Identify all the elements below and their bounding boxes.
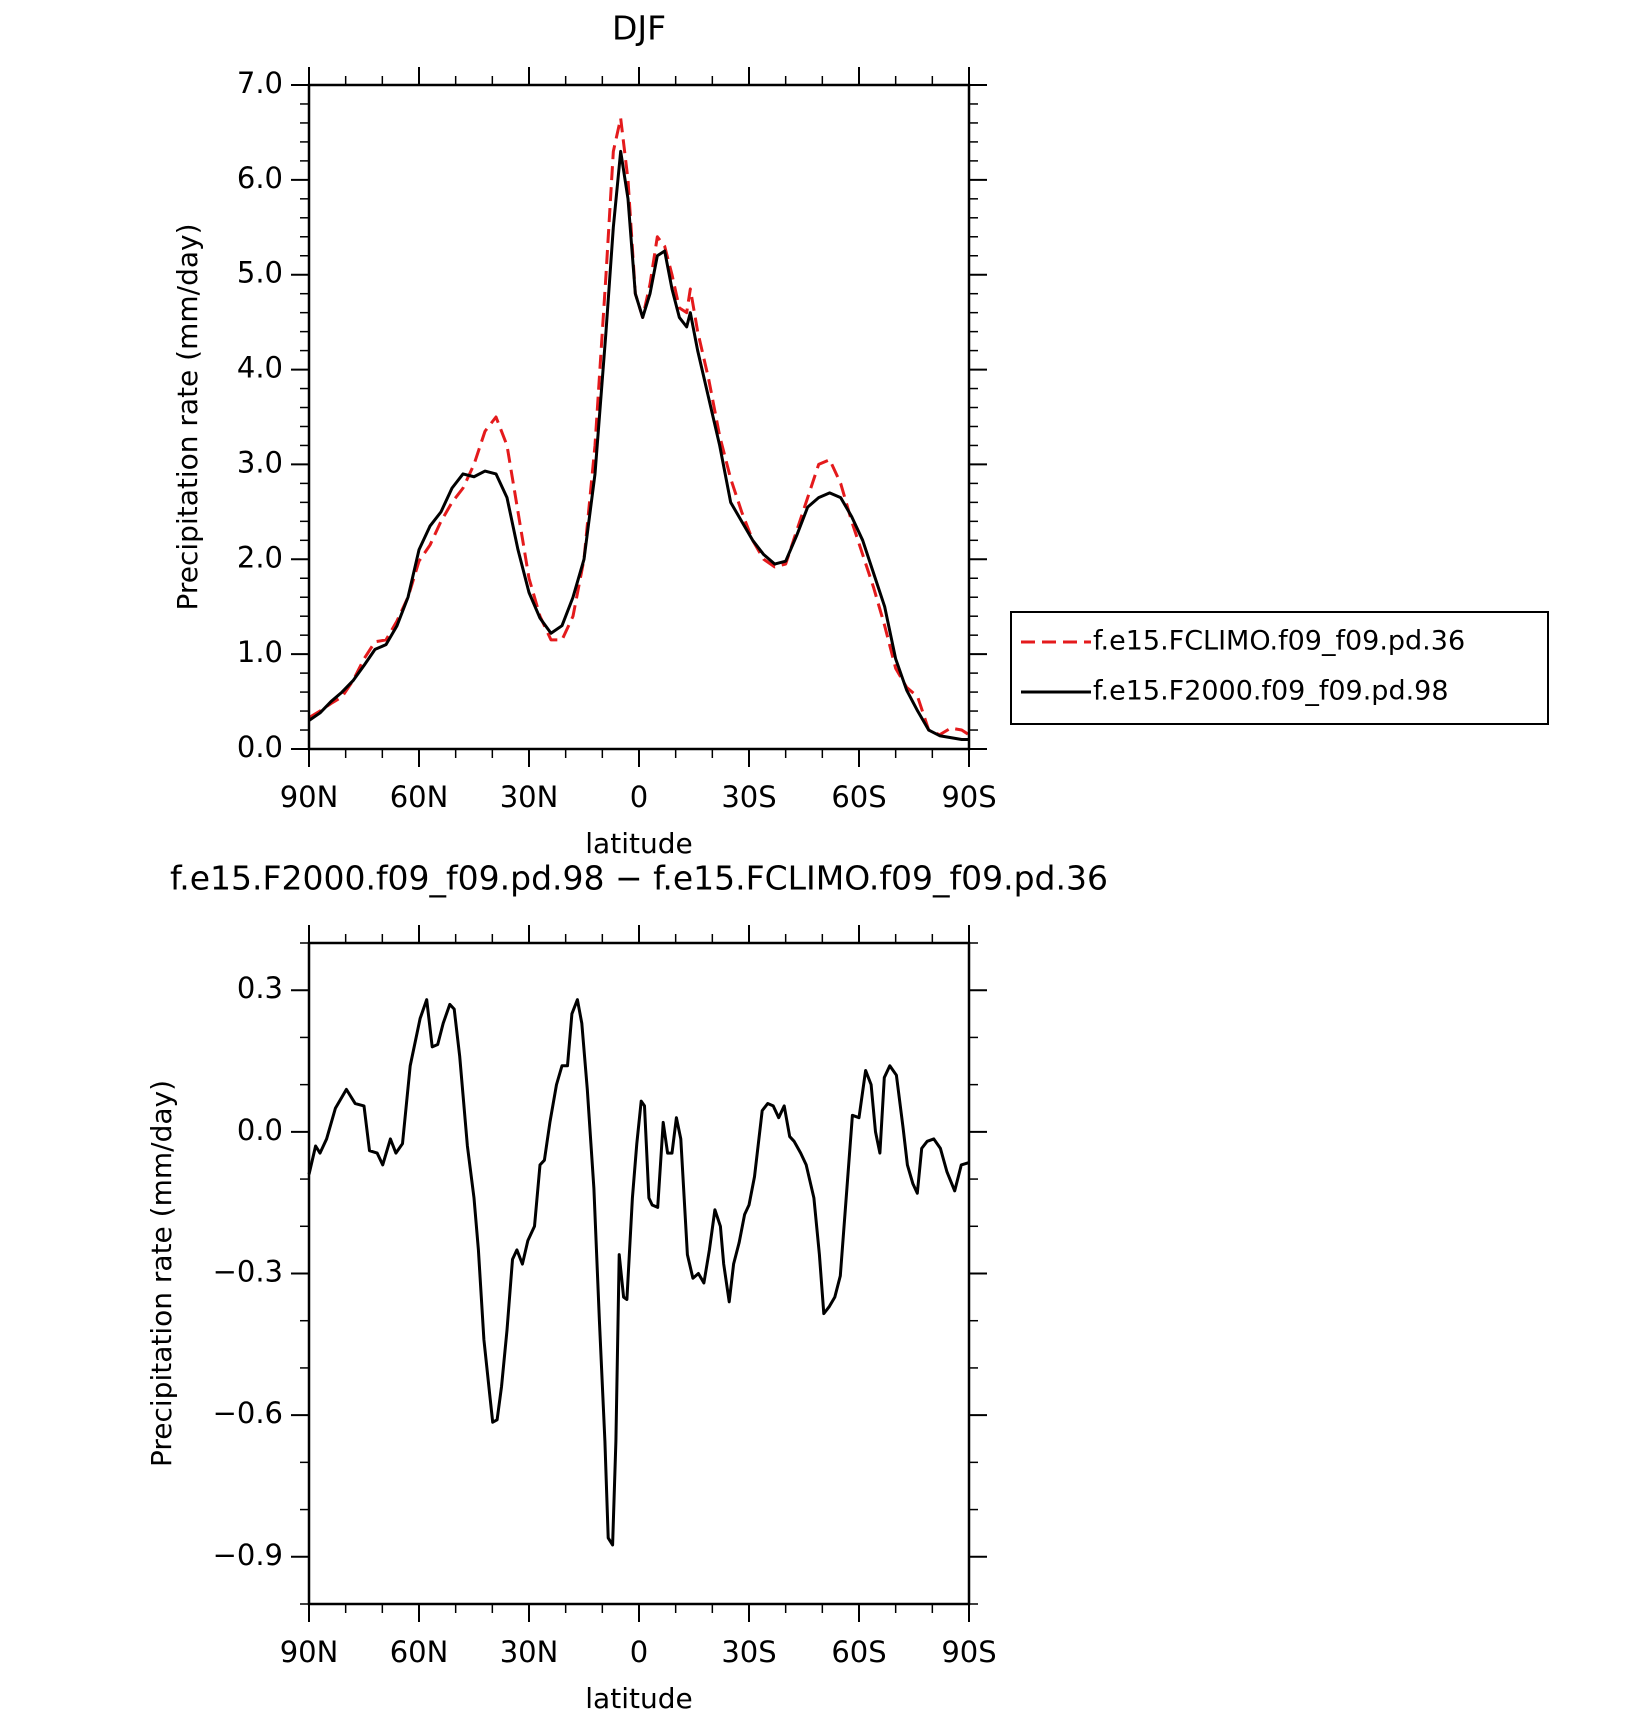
- x-tick-label: 30S: [721, 1635, 776, 1669]
- x-tick-label: 60S: [831, 1635, 886, 1669]
- legend-label: f.e15.FCLIMO.f09_f09.pd.36: [1093, 626, 1465, 657]
- data-line: [308, 116, 970, 737]
- y-tick-label: 7.0: [237, 66, 283, 100]
- y-tick-label: −0.3: [213, 1255, 283, 1289]
- y-tick-label: 4.0: [237, 351, 283, 385]
- legend-label: f.e15.F2000.f09_f09.pd.98: [1093, 676, 1449, 707]
- y-tick-label: 3.0: [237, 445, 283, 479]
- chart-title: DJF: [612, 9, 666, 48]
- x-tick-label: 90S: [941, 1635, 996, 1669]
- legend-box: [1010, 611, 1549, 725]
- y-axis-label: Precipitation rate (mm/day): [171, 223, 204, 610]
- chart-title: f.e15.F2000.f09_f09.pd.98 − f.e15.FCLIMO…: [170, 859, 1108, 898]
- y-tick-label: 0.0: [237, 1113, 283, 1147]
- x-tick-label: 90S: [941, 780, 996, 814]
- x-tick-label: 90N: [280, 780, 339, 814]
- x-tick-label: 30S: [721, 780, 776, 814]
- y-tick-label: 0.0: [237, 730, 283, 764]
- x-tick-label: 60S: [831, 780, 886, 814]
- y-tick-label: 0.3: [237, 971, 283, 1005]
- x-tick-label: 0: [630, 780, 648, 814]
- x-axis-label: latitude: [585, 1682, 692, 1715]
- x-tick-label: 90N: [280, 1635, 339, 1669]
- y-tick-label: 1.0: [237, 635, 283, 669]
- plot-frame: [307, 83, 971, 751]
- x-tick-label: 30N: [500, 780, 559, 814]
- x-tick-label: 0: [630, 1635, 648, 1669]
- y-tick-label: 6.0: [237, 161, 283, 195]
- x-tick-label: 60N: [390, 1635, 449, 1669]
- y-axis-label: Precipitation rate (mm/day): [145, 1080, 178, 1467]
- plot-frame: [307, 941, 971, 1606]
- y-tick-label: −0.9: [213, 1538, 283, 1572]
- y-tick-label: −0.6: [213, 1396, 283, 1430]
- data-line: [308, 149, 969, 742]
- x-tick-label: 30N: [500, 1635, 559, 1669]
- x-tick-label: 60N: [390, 780, 449, 814]
- y-tick-label: 2.0: [237, 540, 283, 574]
- data-line: [307, 998, 970, 1547]
- x-axis-label: latitude: [585, 827, 692, 860]
- y-tick-label: 5.0: [237, 256, 283, 290]
